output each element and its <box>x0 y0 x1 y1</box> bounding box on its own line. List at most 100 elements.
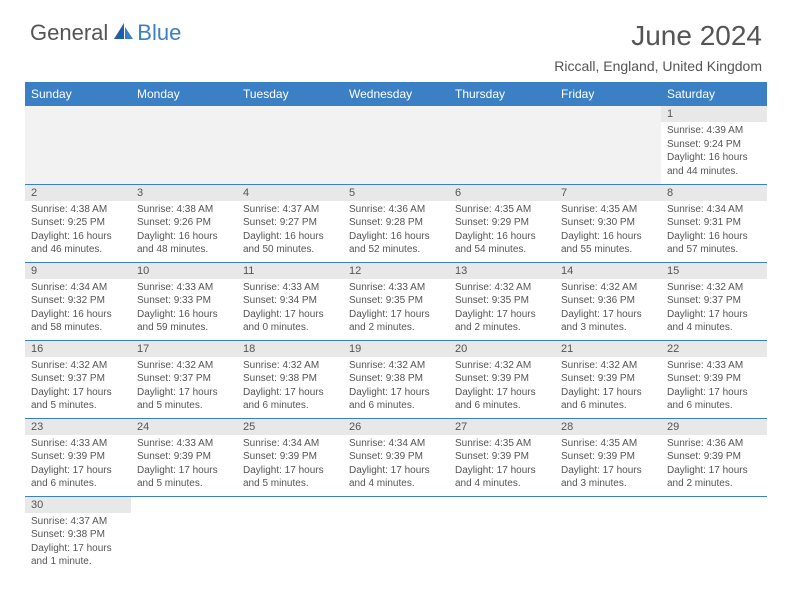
sunset-text: Sunset: 9:29 PM <box>455 216 549 230</box>
daylight-text: Daylight: 17 hours and 5 minutes. <box>137 386 231 413</box>
sunrise-text: Sunrise: 4:35 AM <box>455 203 549 217</box>
header: General Blue June 2024 Riccall, England,… <box>0 0 792 82</box>
day-content: Sunrise: 4:35 AMSunset: 9:29 PMDaylight:… <box>449 201 555 261</box>
sunrise-text: Sunrise: 4:36 AM <box>349 203 443 217</box>
calendar-cell: 28Sunrise: 4:35 AMSunset: 9:39 PMDayligh… <box>555 418 661 496</box>
calendar-cell <box>343 496 449 574</box>
day-number: 2 <box>25 185 131 201</box>
day-content: Sunrise: 4:36 AMSunset: 9:28 PMDaylight:… <box>343 201 449 261</box>
day-content: Sunrise: 4:33 AMSunset: 9:39 PMDaylight:… <box>131 435 237 495</box>
daylight-text: Daylight: 16 hours and 50 minutes. <box>243 230 337 257</box>
day-header: Thursday <box>449 82 555 106</box>
day-number: 21 <box>555 341 661 357</box>
sunset-text: Sunset: 9:39 PM <box>455 450 549 464</box>
day-header: Monday <box>131 82 237 106</box>
daylight-text: Daylight: 16 hours and 44 minutes. <box>667 151 761 178</box>
sunrise-text: Sunrise: 4:32 AM <box>455 281 549 295</box>
day-content: Sunrise: 4:32 AMSunset: 9:35 PMDaylight:… <box>449 279 555 339</box>
day-content: Sunrise: 4:32 AMSunset: 9:37 PMDaylight:… <box>661 279 767 339</box>
calendar-cell: 10Sunrise: 4:33 AMSunset: 9:33 PMDayligh… <box>131 262 237 340</box>
calendar-cell <box>25 106 131 184</box>
day-number: 9 <box>25 263 131 279</box>
sunset-text: Sunset: 9:37 PM <box>31 372 125 386</box>
title-block: June 2024 Riccall, England, United Kingd… <box>554 20 762 74</box>
calendar-cell: 18Sunrise: 4:32 AMSunset: 9:38 PMDayligh… <box>237 340 343 418</box>
calendar-cell: 6Sunrise: 4:35 AMSunset: 9:29 PMDaylight… <box>449 184 555 262</box>
day-number: 27 <box>449 419 555 435</box>
calendar-cell: 2Sunrise: 4:38 AMSunset: 9:25 PMDaylight… <box>25 184 131 262</box>
daylight-text: Daylight: 17 hours and 6 minutes. <box>349 386 443 413</box>
logo-text-2: Blue <box>137 20 181 46</box>
day-content: Sunrise: 4:36 AMSunset: 9:39 PMDaylight:… <box>661 435 767 495</box>
day-number: 30 <box>25 497 131 513</box>
day-number: 11 <box>237 263 343 279</box>
calendar-cell <box>237 106 343 184</box>
daylight-text: Daylight: 16 hours and 55 minutes. <box>561 230 655 257</box>
sunset-text: Sunset: 9:28 PM <box>349 216 443 230</box>
daylight-text: Daylight: 17 hours and 0 minutes. <box>243 308 337 335</box>
day-number: 23 <box>25 419 131 435</box>
sunrise-text: Sunrise: 4:38 AM <box>31 203 125 217</box>
day-content: Sunrise: 4:32 AMSunset: 9:37 PMDaylight:… <box>25 357 131 417</box>
sunrise-text: Sunrise: 4:33 AM <box>31 437 125 451</box>
daylight-text: Daylight: 16 hours and 59 minutes. <box>137 308 231 335</box>
sunrise-text: Sunrise: 4:35 AM <box>455 437 549 451</box>
sunrise-text: Sunrise: 4:37 AM <box>243 203 337 217</box>
calendar-cell <box>131 106 237 184</box>
sunset-text: Sunset: 9:38 PM <box>31 528 125 542</box>
day-number: 13 <box>449 263 555 279</box>
sunrise-text: Sunrise: 4:35 AM <box>561 437 655 451</box>
sunset-text: Sunset: 9:37 PM <box>667 294 761 308</box>
sunrise-text: Sunrise: 4:32 AM <box>667 281 761 295</box>
month-title: June 2024 <box>554 20 762 52</box>
day-content: Sunrise: 4:32 AMSunset: 9:38 PMDaylight:… <box>237 357 343 417</box>
daylight-text: Daylight: 17 hours and 6 minutes. <box>243 386 337 413</box>
calendar-cell: 5Sunrise: 4:36 AMSunset: 9:28 PMDaylight… <box>343 184 449 262</box>
day-number: 20 <box>449 341 555 357</box>
day-content: Sunrise: 4:32 AMSunset: 9:37 PMDaylight:… <box>131 357 237 417</box>
day-number: 22 <box>661 341 767 357</box>
calendar-cell: 13Sunrise: 4:32 AMSunset: 9:35 PMDayligh… <box>449 262 555 340</box>
calendar-cell <box>555 106 661 184</box>
calendar-cell: 3Sunrise: 4:38 AMSunset: 9:26 PMDaylight… <box>131 184 237 262</box>
calendar-cell <box>555 496 661 574</box>
day-number: 10 <box>131 263 237 279</box>
daylight-text: Daylight: 17 hours and 6 minutes. <box>455 386 549 413</box>
day-number: 12 <box>343 263 449 279</box>
day-number: 8 <box>661 185 767 201</box>
day-header: Tuesday <box>237 82 343 106</box>
sunset-text: Sunset: 9:31 PM <box>667 216 761 230</box>
sunrise-text: Sunrise: 4:36 AM <box>667 437 761 451</box>
sunrise-text: Sunrise: 4:34 AM <box>667 203 761 217</box>
sunset-text: Sunset: 9:32 PM <box>31 294 125 308</box>
daylight-text: Daylight: 17 hours and 1 minute. <box>31 542 125 569</box>
sunrise-text: Sunrise: 4:33 AM <box>667 359 761 373</box>
sunrise-text: Sunrise: 4:32 AM <box>561 359 655 373</box>
daylight-text: Daylight: 17 hours and 6 minutes. <box>667 386 761 413</box>
day-content: Sunrise: 4:32 AMSunset: 9:39 PMDaylight:… <box>555 357 661 417</box>
daylight-text: Daylight: 17 hours and 4 minutes. <box>455 464 549 491</box>
calendar-cell: 22Sunrise: 4:33 AMSunset: 9:39 PMDayligh… <box>661 340 767 418</box>
calendar-cell <box>449 496 555 574</box>
sunrise-text: Sunrise: 4:33 AM <box>137 437 231 451</box>
day-header-row: Sunday Monday Tuesday Wednesday Thursday… <box>25 82 767 106</box>
sunset-text: Sunset: 9:35 PM <box>455 294 549 308</box>
day-number: 6 <box>449 185 555 201</box>
calendar-cell: 19Sunrise: 4:32 AMSunset: 9:38 PMDayligh… <box>343 340 449 418</box>
sunrise-text: Sunrise: 4:32 AM <box>137 359 231 373</box>
daylight-text: Daylight: 17 hours and 2 minutes. <box>349 308 443 335</box>
daylight-text: Daylight: 17 hours and 5 minutes. <box>31 386 125 413</box>
day-number: 24 <box>131 419 237 435</box>
day-content: Sunrise: 4:33 AMSunset: 9:39 PMDaylight:… <box>661 357 767 417</box>
calendar-cell: 21Sunrise: 4:32 AMSunset: 9:39 PMDayligh… <box>555 340 661 418</box>
day-header: Sunday <box>25 82 131 106</box>
daylight-text: Daylight: 16 hours and 52 minutes. <box>349 230 443 257</box>
sunrise-text: Sunrise: 4:33 AM <box>349 281 443 295</box>
calendar-cell: 8Sunrise: 4:34 AMSunset: 9:31 PMDaylight… <box>661 184 767 262</box>
calendar-cell: 1Sunrise: 4:39 AMSunset: 9:24 PMDaylight… <box>661 106 767 184</box>
sunset-text: Sunset: 9:26 PM <box>137 216 231 230</box>
calendar-cell: 7Sunrise: 4:35 AMSunset: 9:30 PMDaylight… <box>555 184 661 262</box>
sunset-text: Sunset: 9:24 PM <box>667 138 761 152</box>
sunset-text: Sunset: 9:39 PM <box>667 372 761 386</box>
day-content: Sunrise: 4:35 AMSunset: 9:30 PMDaylight:… <box>555 201 661 261</box>
